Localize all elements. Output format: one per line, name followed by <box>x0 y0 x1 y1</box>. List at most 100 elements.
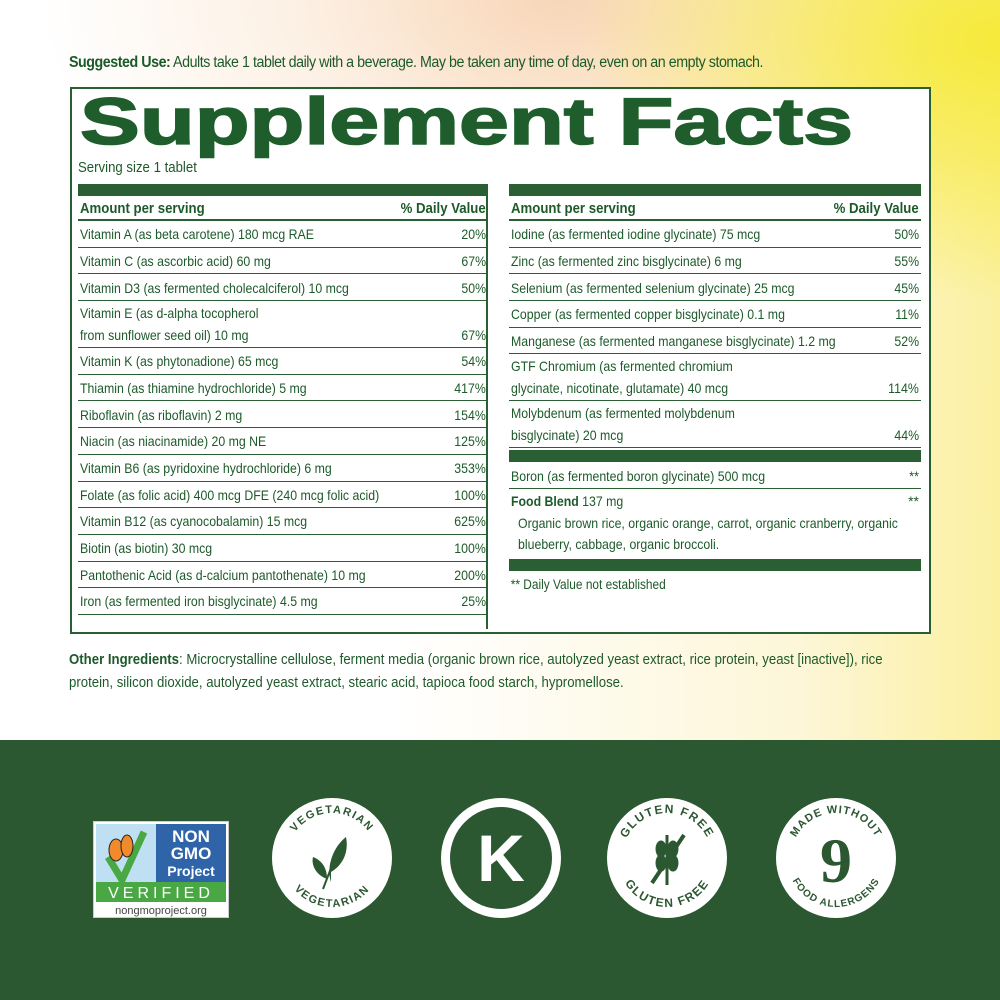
nutrient-row: Niacin (as niacinamide) 20 mg NE 125% <box>78 428 488 455</box>
checkmark-icon <box>105 830 148 888</box>
nutrient-name: Riboflavin (as riboflavin) 2 mg <box>80 406 243 423</box>
nutrient-dv: 625% <box>454 513 486 530</box>
food-blend-description: Organic brown rice, organic orange, carr… <box>518 514 898 553</box>
nutrient-dv: 67% <box>461 252 486 269</box>
nutrient-dv: 55% <box>894 252 919 269</box>
nutrient-dv: 100% <box>454 540 486 557</box>
nutrient-dv: 44% <box>894 426 919 443</box>
nutrient-dv: 100% <box>454 486 486 503</box>
nutrient-dv: 25% <box>461 593 486 610</box>
nutrient-dv: 154% <box>454 406 486 423</box>
kosher-k: K <box>477 821 525 895</box>
food-blend-dv: ** <box>908 493 919 510</box>
nongmo-line3: Project <box>167 863 215 879</box>
column-header: Amount per serving % Daily Value <box>509 196 921 221</box>
nutrient-row: Zinc (as fermented zinc bisglycinate) 6 … <box>509 248 921 275</box>
supplement-facts-panel: Supplement Facts Serving size 1 tablet A… <box>70 83 931 634</box>
nutrient-row: Vitamin E (as d-alpha tocopherol from su… <box>78 301 488 349</box>
header-dv: % Daily Value <box>833 200 919 217</box>
food-blend: Food Blend 137 mg ** Organic brown rice, … <box>509 489 921 559</box>
panel-title: Supplement Facts <box>79 83 854 159</box>
nutrient-dv: 52% <box>894 332 919 349</box>
nongmo-url: nongmoproject.org <box>115 905 207 917</box>
nutrient-name: Zinc (as fermented zinc bisglycinate) 6 … <box>511 252 742 269</box>
nutrient-dv: 125% <box>454 433 486 450</box>
non-gmo-verified-badge: NON GMO Project VERIFIED nongmoproject.o… <box>93 821 229 918</box>
nutrient-row: Vitamin C (as ascorbic acid) 60 mg 67% <box>78 248 488 275</box>
suggested-use-label: Suggested Use: <box>69 54 171 71</box>
nongmo-line1: NON <box>172 827 210 846</box>
vegetarian-badge: VEGETARIAN VEGETARIAN <box>272 798 392 918</box>
kosher-badge: K <box>441 798 561 918</box>
column-divider <box>486 184 488 629</box>
nutrient-name: Manganese (as fermented manganese bisgly… <box>511 332 836 349</box>
nutrient-dv: 54% <box>461 353 486 370</box>
nutrient-row: Copper (as fermented copper bisglycinate… <box>509 301 921 328</box>
nutrient-dv: 67% <box>461 326 486 343</box>
nutrient-dv: 200% <box>454 566 486 583</box>
other-ingredients: Other Ingredients: Microcrystalline cell… <box>69 648 914 694</box>
nutrient-dv: ** <box>909 467 919 484</box>
allergen-number: 9 <box>820 825 852 896</box>
nutrient-name: Pantothenic Acid (as d-calcium pantothen… <box>80 566 366 583</box>
nutrient-row: Vitamin K (as phytonadione) 65 mcg 54% <box>78 348 488 375</box>
food-blend-label: Food Blend <box>511 493 579 510</box>
nutrient-name: Iodine (as fermented iodine glycinate) 7… <box>511 226 761 243</box>
nutrient-row: Selenium (as fermented selenium glycinat… <box>509 274 921 302</box>
nutrient-row: Molybdenum (as fermented molybdenum bisg… <box>509 401 921 449</box>
nutrient-name: Iron (as fermented iron bisglycinate) 4.… <box>80 593 318 610</box>
column-header: Amount per serving % Daily Value <box>78 196 488 221</box>
nutrient-name: Vitamin E (as d-alpha tocopherol from su… <box>80 305 259 343</box>
nutrient-row: Vitamin B12 (as cyanocobalamin) 15 mcg 62… <box>78 508 488 535</box>
nutrient-row-boron: Boron (as fermented boron glycinate) 500… <box>509 462 921 490</box>
nutrient-row: Vitamin A (as beta carotene) 180 mcg RAE… <box>78 221 488 248</box>
thick-rule <box>78 184 488 196</box>
nutrient-name: Selenium (as fermented selenium glycinat… <box>511 279 795 296</box>
right-column: Amount per serving % Daily Value Iodine (… <box>509 184 921 598</box>
nutrient-name: Boron (as fermented boron glycinate) 500… <box>511 467 766 484</box>
thick-rule <box>509 184 921 196</box>
nutrient-dv: 417% <box>454 379 486 396</box>
suggested-use: Suggested Use: Adults take 1 tablet dail… <box>69 54 763 72</box>
thick-rule <box>509 450 921 463</box>
nutrient-row: Iron (as fermented iron bisglycinate) 4.… <box>78 588 488 615</box>
crossed-wheat-icon <box>650 833 686 885</box>
nutrient-dv: 45% <box>894 279 919 296</box>
nutrient-name: Copper (as fermented copper bisglycinate… <box>511 306 785 323</box>
left-column: Amount per serving % Daily Value Vitamin … <box>78 184 488 615</box>
header-amount: Amount per serving <box>511 200 636 217</box>
header-dv: % Daily Value <box>400 200 486 217</box>
nutrient-name: Folate (as folic acid) 400 mcg DFE (240 … <box>80 486 380 503</box>
footnote: ** Daily Value not established <box>510 576 666 592</box>
nutrient-name: Vitamin C (as ascorbic acid) 60 mg <box>80 252 271 269</box>
nutrient-row: Iodine (as fermented iodine glycinate) 7… <box>509 221 921 248</box>
suggested-use-text: Adults take 1 tablet daily with a bevera… <box>170 54 763 71</box>
nutrient-name: Vitamin K (as phytonadione) 65 mcg <box>80 353 279 370</box>
nutrient-row: Vitamin D3 (as fermented cholecalciferol… <box>78 274 488 302</box>
nutrient-row: Vitamin B6 (as pyridoxine hydrochloride)… <box>78 455 488 482</box>
nutrient-name: Thiamin (as thiamine hydrochloride) 5 mg <box>80 379 307 396</box>
nutrient-name: Vitamin B6 (as pyridoxine hydrochloride)… <box>80 460 332 476</box>
nutrient-dv: 20% <box>461 226 486 243</box>
nutrient-row: Riboflavin (as riboflavin) 2 mg 154% <box>78 401 488 429</box>
nutrient-dv: 353% <box>454 460 486 476</box>
gluten-free-badge: GLUTEN FREE GLUTEN FREE <box>607 798 727 918</box>
nutrient-row: Thiamin (as thiamine hydrochloride) 5 mg… <box>78 375 488 402</box>
nutrient-row: Manganese (as fermented manganese bisgly… <box>509 328 921 355</box>
food-blend-amount: 137 mg <box>578 493 624 510</box>
nutrient-name: Vitamin D3 (as fermented cholecalciferol… <box>80 279 349 296</box>
nutrient-name: Niacin (as niacinamide) 20 mg NE <box>80 433 267 450</box>
nutrient-dv: 50% <box>894 226 919 243</box>
nutrient-row: GTF Chromium (as fermented chromium glyc… <box>509 354 921 402</box>
other-ingredients-label: Other Ingredients <box>69 651 180 668</box>
nutrient-name: Vitamin A (as beta carotene) 180 mcg RAE <box>80 226 314 243</box>
nongmo-verified: VERIFIED <box>108 885 214 902</box>
nutrient-row: Biotin (as biotin) 30 mcg 100% <box>78 535 488 562</box>
nutrient-name: GTF Chromium (as fermented chromium glyc… <box>511 358 733 396</box>
nutrient-name: Molybdenum (as fermented molybdenum bisg… <box>511 405 735 443</box>
leaf-icon <box>312 837 347 890</box>
nutrient-dv: 114% <box>888 379 919 396</box>
nutrient-dv: 11% <box>895 306 919 323</box>
header-amount: Amount per serving <box>80 200 205 217</box>
thick-rule <box>509 558 921 571</box>
